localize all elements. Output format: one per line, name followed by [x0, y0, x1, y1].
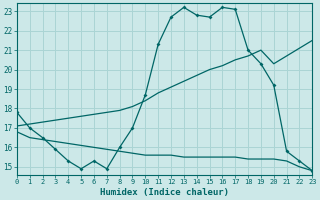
X-axis label: Humidex (Indice chaleur): Humidex (Indice chaleur)	[100, 188, 229, 197]
